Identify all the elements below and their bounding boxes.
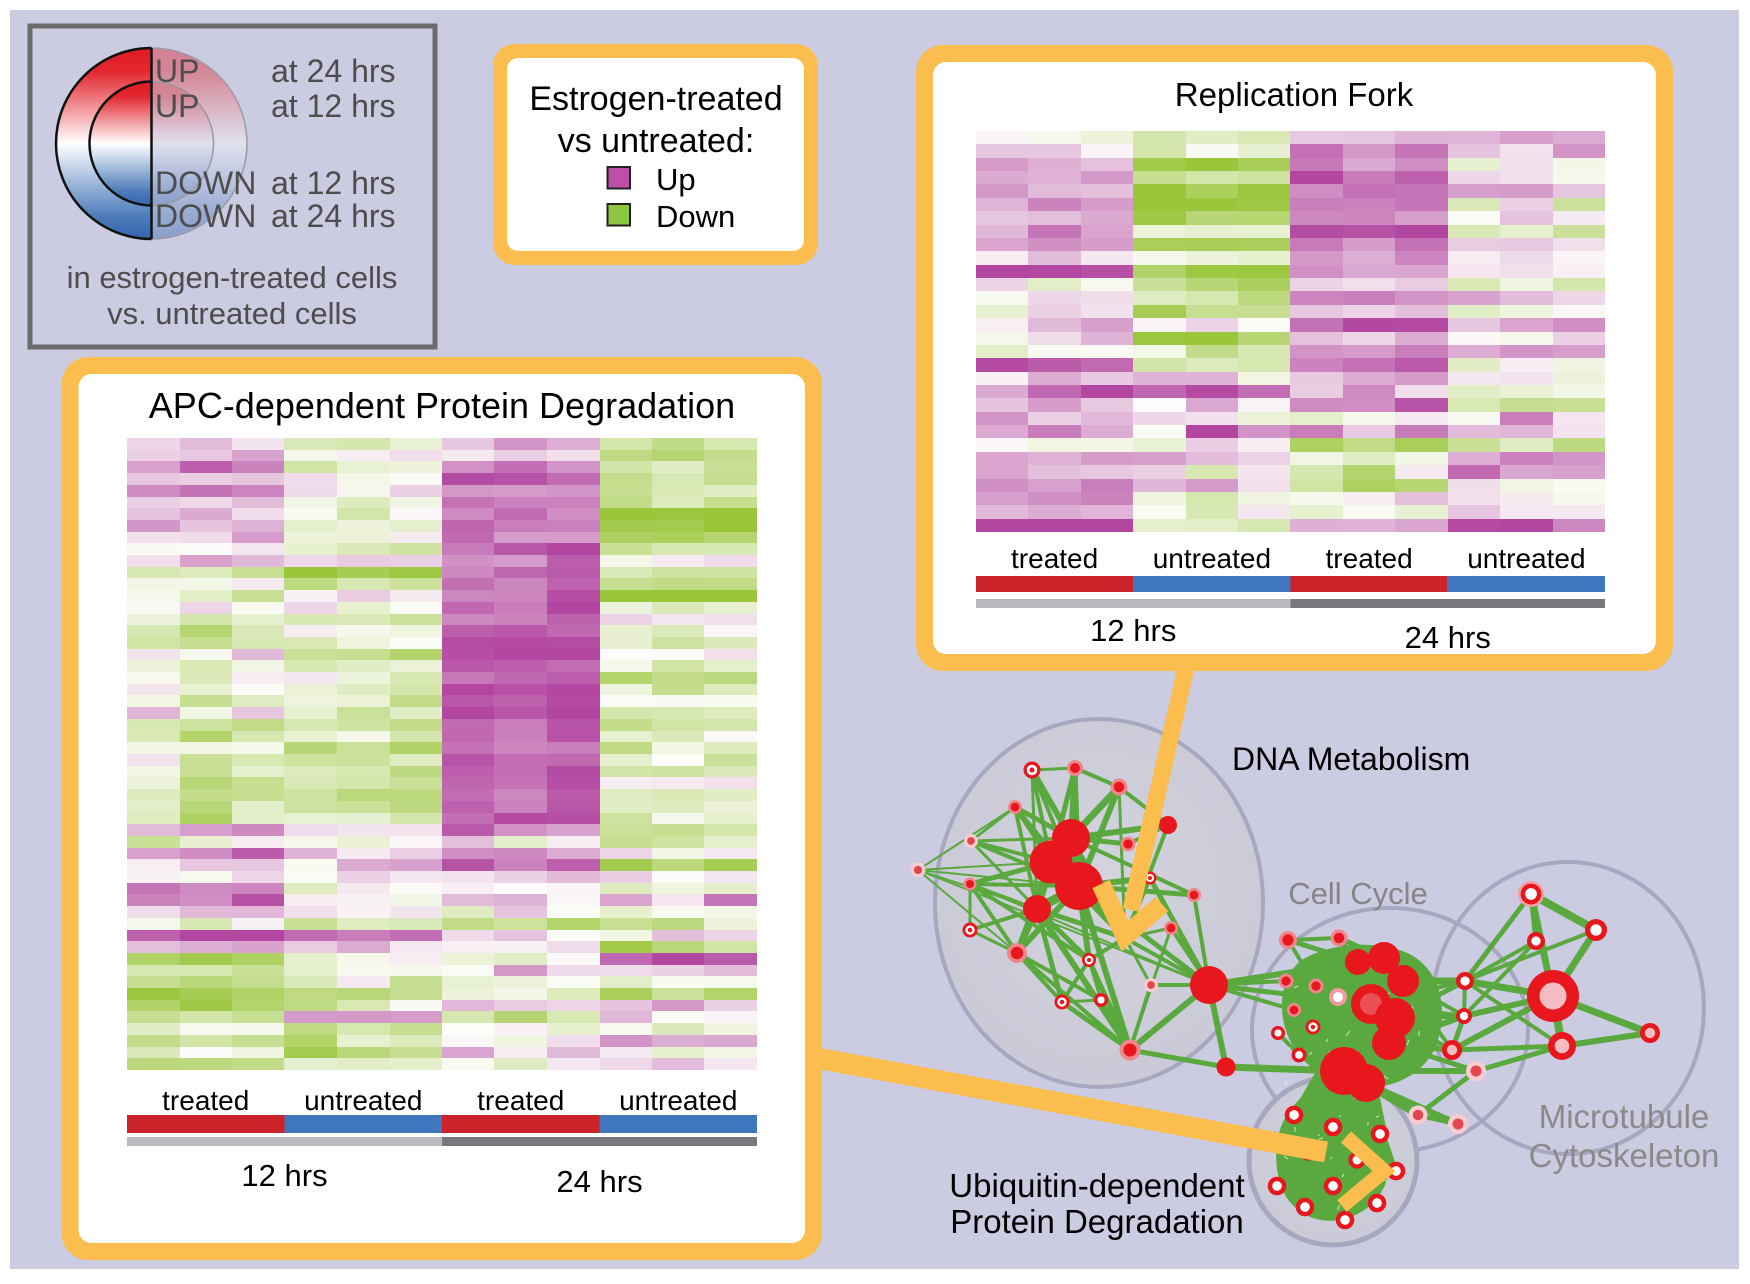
svg-text:vs. untreated cells: vs. untreated cells bbox=[107, 296, 357, 331]
svg-text:treated: treated bbox=[1011, 543, 1098, 574]
svg-text:Replication Fork: Replication Fork bbox=[1175, 76, 1414, 113]
svg-text:at 12 hrs: at 12 hrs bbox=[271, 165, 396, 201]
svg-text:untreated: untreated bbox=[619, 1085, 737, 1116]
svg-text:12 hrs: 12 hrs bbox=[241, 1158, 327, 1193]
svg-text:untreated: untreated bbox=[1467, 543, 1585, 574]
svg-text:UP: UP bbox=[155, 53, 199, 89]
svg-text:DOWN: DOWN bbox=[155, 198, 256, 234]
svg-text:untreated: untreated bbox=[1153, 543, 1271, 574]
svg-text:DOWN: DOWN bbox=[155, 165, 256, 201]
svg-text:Estrogen-treated: Estrogen-treated bbox=[529, 80, 782, 118]
svg-text:untreated: untreated bbox=[304, 1085, 422, 1116]
svg-text:Protein Degradation: Protein Degradation bbox=[950, 1203, 1244, 1240]
svg-text:Cytoskeleton: Cytoskeleton bbox=[1529, 1137, 1720, 1174]
svg-text:treated: treated bbox=[162, 1085, 249, 1116]
svg-text:Ubiquitin-dependent: Ubiquitin-dependent bbox=[949, 1167, 1244, 1204]
svg-text:in estrogen-treated cells: in estrogen-treated cells bbox=[67, 260, 398, 295]
svg-text:Cell Cycle: Cell Cycle bbox=[1288, 876, 1428, 911]
svg-text:UP: UP bbox=[155, 88, 199, 124]
svg-text:24 hrs: 24 hrs bbox=[1405, 620, 1491, 655]
svg-text:APC-dependent Protein Degradat: APC-dependent Protein Degradation bbox=[149, 385, 735, 426]
svg-text:vs untreated:: vs untreated: bbox=[558, 122, 755, 160]
svg-text:12 hrs: 12 hrs bbox=[1090, 613, 1176, 648]
svg-text:at 12 hrs: at 12 hrs bbox=[271, 88, 396, 124]
svg-text:24 hrs: 24 hrs bbox=[556, 1164, 642, 1199]
svg-text:Microtubule: Microtubule bbox=[1539, 1098, 1710, 1135]
svg-text:Up: Up bbox=[656, 162, 696, 197]
svg-text:treated: treated bbox=[477, 1085, 564, 1116]
svg-text:treated: treated bbox=[1326, 543, 1413, 574]
svg-text:at 24 hrs: at 24 hrs bbox=[271, 53, 396, 89]
svg-text:DNA Metabolism: DNA Metabolism bbox=[1232, 741, 1470, 777]
svg-text:at 24 hrs: at 24 hrs bbox=[271, 198, 396, 234]
svg-text:Down: Down bbox=[656, 199, 735, 234]
